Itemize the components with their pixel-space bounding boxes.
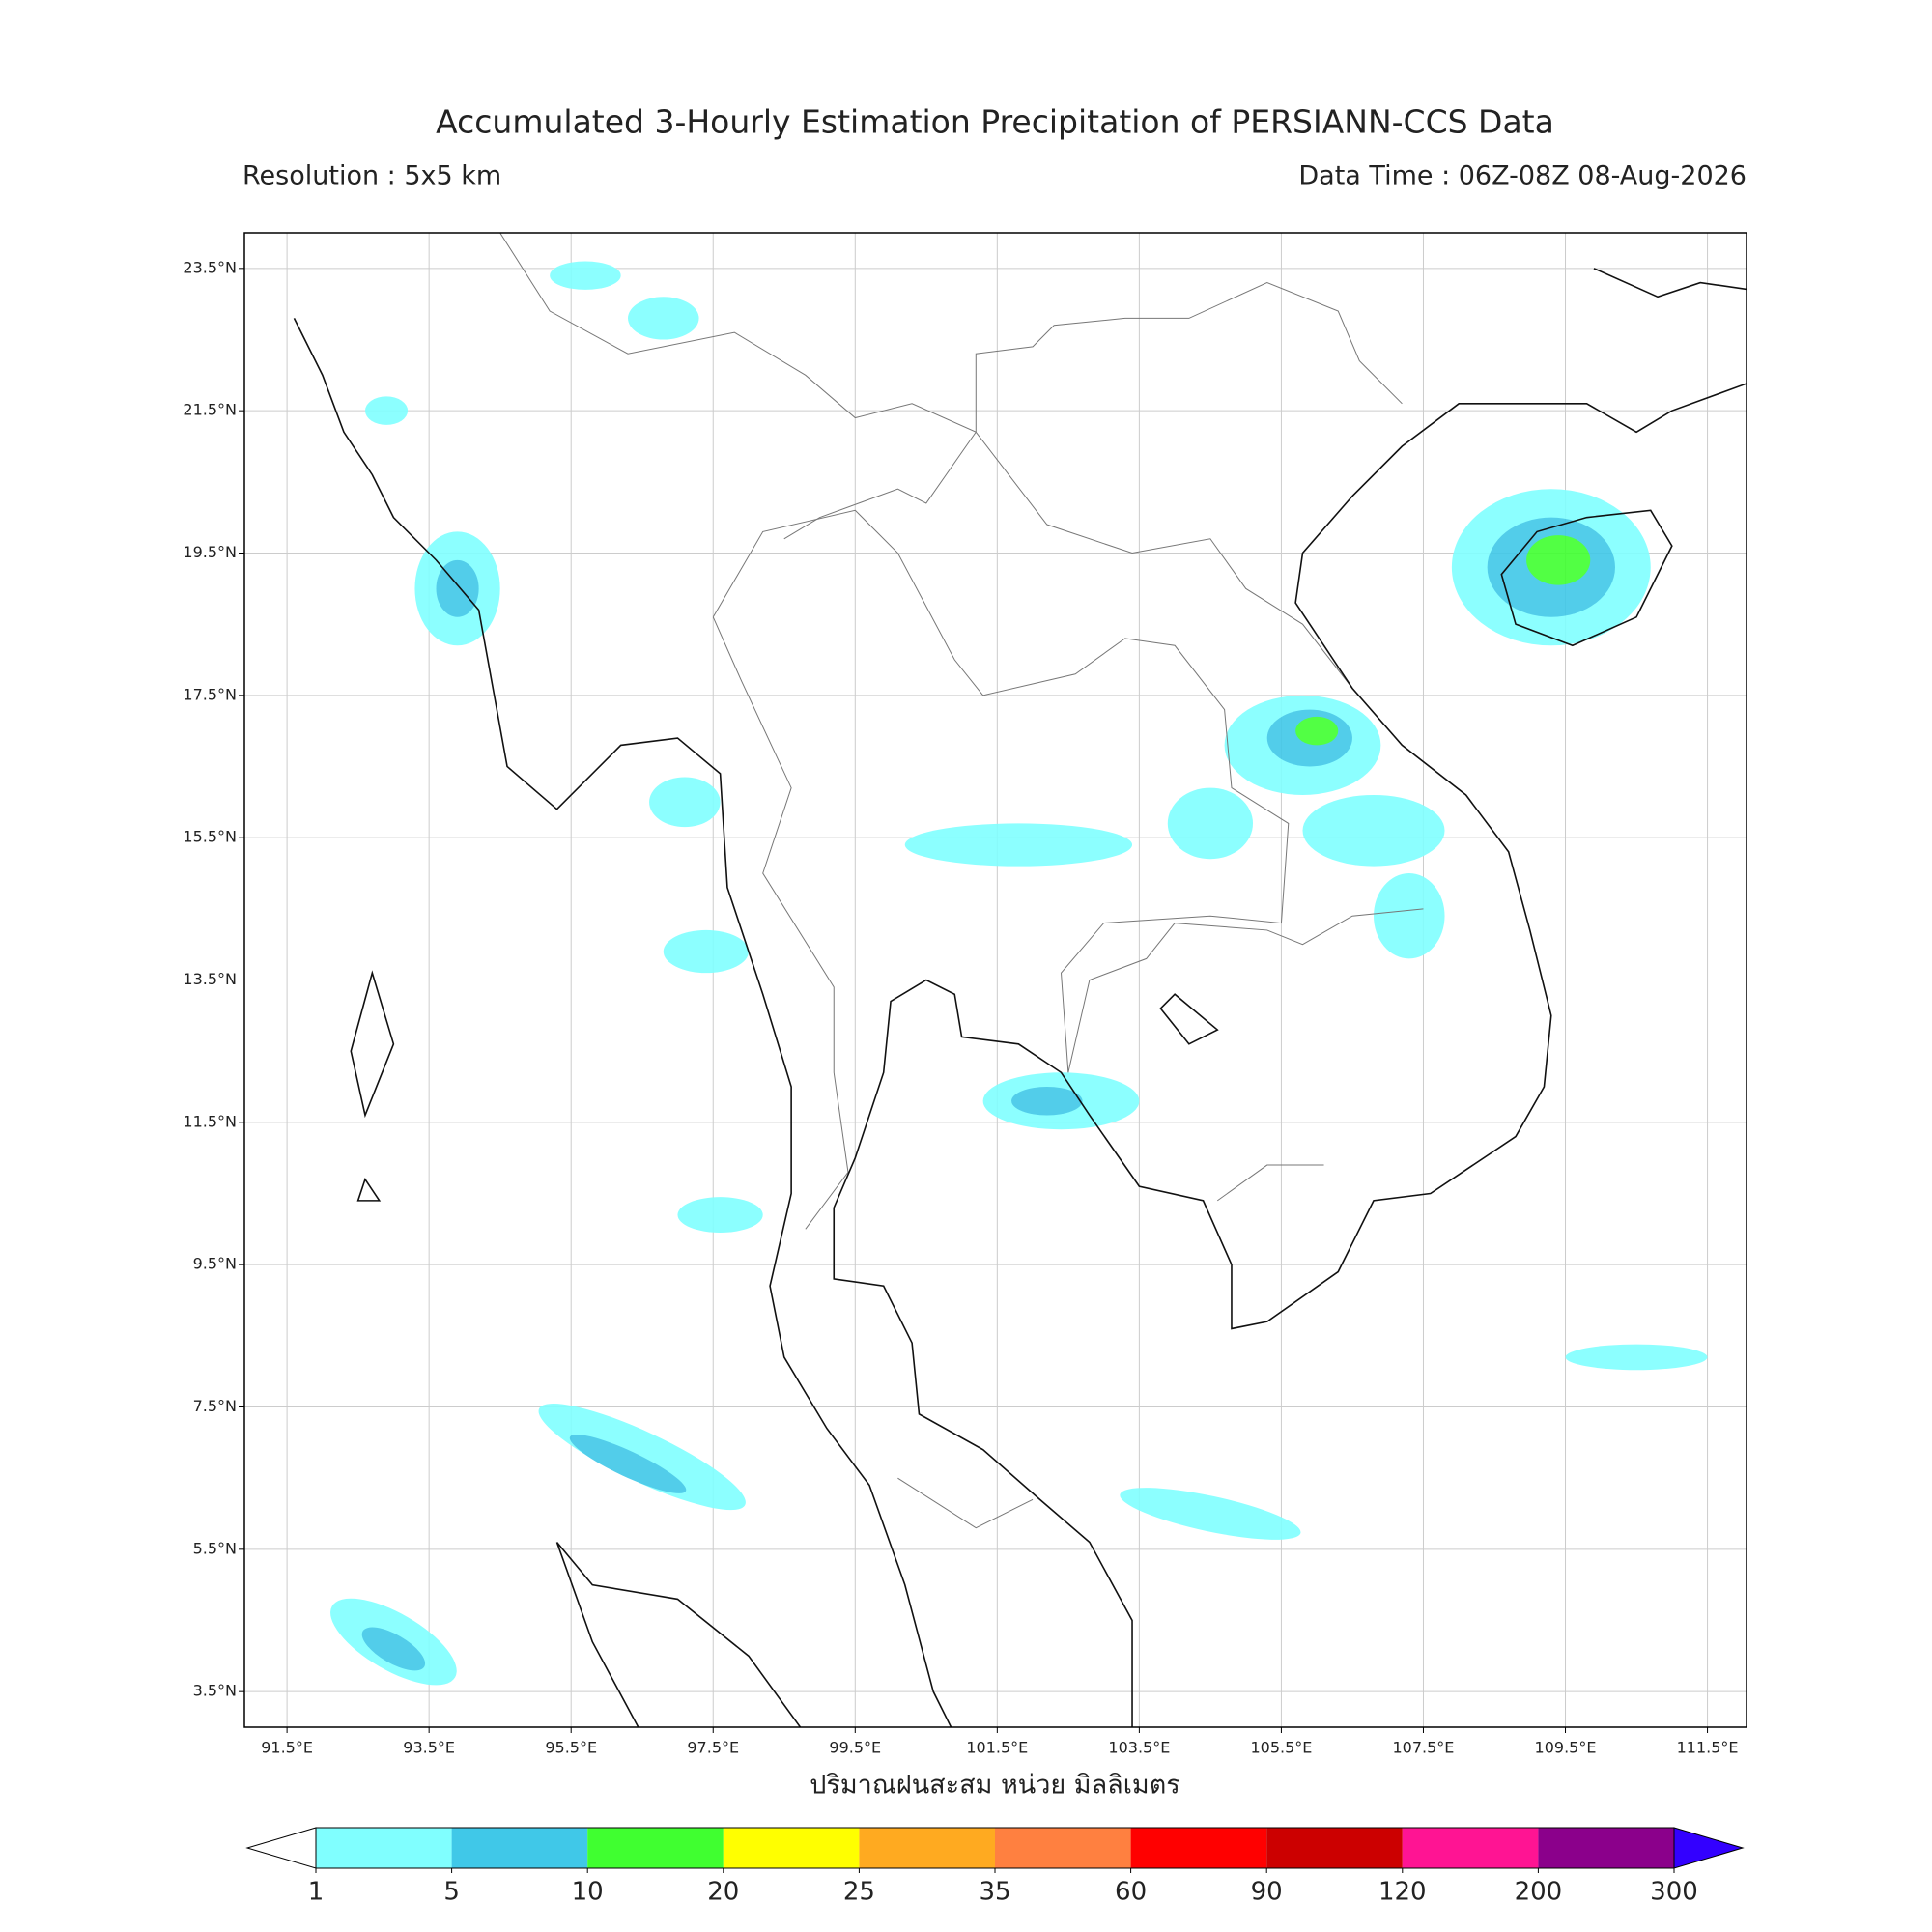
colorbar-label: 200	[1515, 1878, 1563, 1907]
colorbar-segment	[587, 1828, 724, 1868]
x-tick-label: 107.5°E	[1393, 1739, 1455, 1757]
y-tick-label: 13.5°N	[183, 970, 237, 988]
map-area	[294, 233, 1749, 1734]
colorbar-under	[245, 1827, 317, 1869]
colorbar-segment	[1538, 1828, 1674, 1868]
y-tick-label: 19.5°N	[183, 543, 237, 561]
colorbar-segment	[1266, 1828, 1403, 1868]
colorbar-over	[1673, 1827, 1745, 1869]
colorbar-label: 20	[707, 1878, 739, 1907]
rain-areas	[330, 261, 1708, 1686]
colorbar-segment	[451, 1828, 588, 1868]
y-tick-label: 7.5°N	[193, 1397, 237, 1415]
y-tick-label: 17.5°N	[183, 685, 237, 703]
colorbar-label: 1	[308, 1878, 325, 1907]
colorbar-label: 25	[843, 1878, 875, 1907]
y-tick-label: 5.5°N	[193, 1539, 237, 1557]
colorbar-label: 60	[1115, 1878, 1147, 1907]
geo-layer	[294, 233, 1749, 1734]
resolution: Resolution : 5x5 km	[242, 161, 501, 191]
x-axis-label: ปริมาณฝนสะสม หน่วย มิลลิเมตร	[810, 1771, 1180, 1801]
y-tick-label: 23.5°N	[183, 258, 237, 276]
colorbar-segment	[723, 1828, 860, 1868]
colorbar-label: 10	[572, 1878, 604, 1907]
x-tick-label: 101.5°E	[966, 1739, 1028, 1757]
colorbar-label: 35	[979, 1878, 1010, 1907]
x-tick-label: 97.5°E	[687, 1739, 739, 1757]
colorbar-segment	[1402, 1828, 1539, 1868]
colorbar-label: 5	[443, 1878, 460, 1907]
colorbar-segment	[995, 1828, 1131, 1868]
y-tick-label: 9.5°N	[193, 1255, 237, 1273]
y-tick-label: 11.5°N	[183, 1112, 237, 1130]
data-time: Data Time : 06Z-08Z 08-Aug-2026	[1298, 161, 1747, 191]
x-tick-label: 99.5°E	[829, 1739, 881, 1757]
colorbar-segment	[859, 1828, 995, 1868]
x-tick-label: 103.5°E	[1108, 1739, 1170, 1757]
colorbar-label: 300	[1650, 1878, 1698, 1907]
y-tick-label: 15.5°N	[183, 828, 237, 846]
x-tick-label: 95.5°E	[545, 1739, 597, 1757]
x-tick-label: 91.5°E	[261, 1739, 313, 1757]
colorbar-label: 120	[1378, 1878, 1427, 1907]
colorbar-label: 90	[1251, 1878, 1283, 1907]
colorbar-segment	[316, 1828, 452, 1868]
x-tick-label: 105.5°E	[1250, 1739, 1312, 1757]
colorbar: 1 5 10 20 25 35 60 90 120 200 300	[245, 1827, 1745, 1907]
x-tick-label: 93.5°E	[403, 1739, 455, 1757]
x-tick-label: 109.5°E	[1535, 1739, 1597, 1757]
y-tick-label: 21.5°N	[183, 401, 237, 419]
x-tick-label: 111.5°E	[1677, 1739, 1739, 1757]
colorbar-segment	[1130, 1828, 1267, 1868]
y-tick-label: 3.5°N	[193, 1682, 237, 1700]
title: Accumulated 3-Hourly Estimation Precipit…	[436, 103, 1554, 141]
